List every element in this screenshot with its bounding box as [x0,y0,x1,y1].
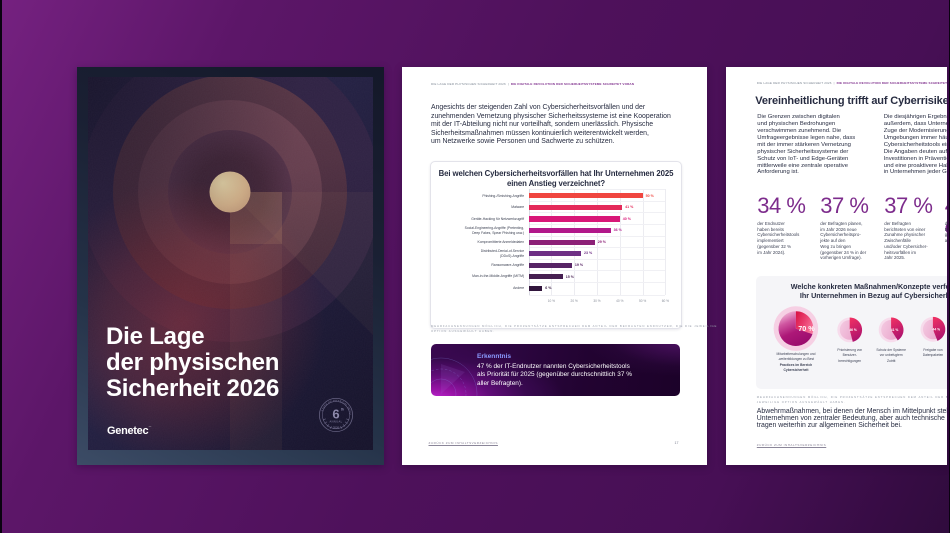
svg-text:th: th [341,408,344,412]
svg-text:44 %: 44 % [933,327,941,331]
svg-text:ANNUAL: ANNUAL [330,420,343,424]
svg-text:70 %: 70 % [798,324,815,333]
svg-text:46 %: 46 % [849,328,857,332]
svg-text:41 %: 41 % [891,328,899,332]
svg-text:2026: 2026 [333,425,340,429]
svg-text:6: 6 [332,407,339,422]
